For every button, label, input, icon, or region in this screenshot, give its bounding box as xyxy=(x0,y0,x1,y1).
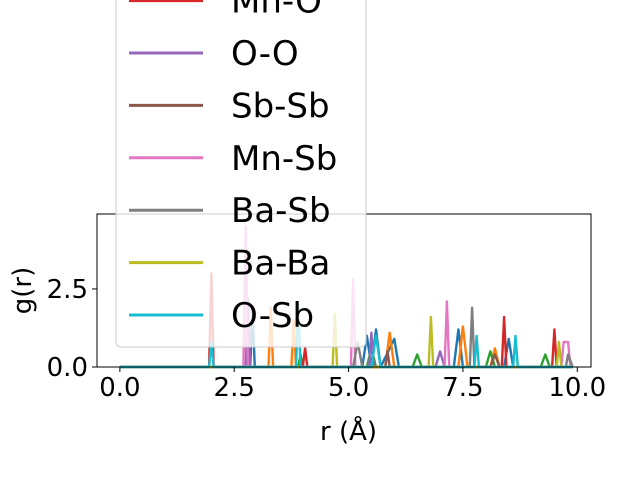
series-line-ba-sb xyxy=(119,306,574,369)
y-tick-label: 2.5 xyxy=(47,275,88,305)
legend-box xyxy=(115,0,367,348)
x-axis-label: r (Å) xyxy=(320,415,377,447)
x-tick-label: 5.0 xyxy=(328,373,369,403)
y-axis-label: g(r) xyxy=(8,267,38,314)
x-tick-label: 0.0 xyxy=(99,373,140,403)
series-line-mn-mn xyxy=(119,347,573,369)
legend-entry: Mn-Sb xyxy=(129,139,337,179)
legend-label: O-O xyxy=(231,34,299,74)
legend-label: O-Sb xyxy=(231,296,314,336)
x-axis-ticks: 0.0 2.5 5.0 7.5 10.0 xyxy=(99,367,606,403)
x-tick-label: 7.5 xyxy=(442,373,483,403)
legend-entry: Ba-Sb xyxy=(129,191,331,231)
x-tick-label: 2.5 xyxy=(214,373,255,403)
legend-entry: O-Sb xyxy=(129,296,314,336)
legend-entry: Mn-O xyxy=(129,0,322,22)
legend-label: Mn-Sb xyxy=(231,139,337,179)
legend-entry: Sb-Sb xyxy=(129,86,330,126)
legend-label: Ba-Ba xyxy=(231,244,330,284)
y-tick-label: 0.0 xyxy=(47,353,88,383)
legend-entry: Ba-Ba xyxy=(129,244,330,284)
legend-label: Sb-Sb xyxy=(231,86,330,126)
x-tick-label: 10.0 xyxy=(548,373,606,403)
legend-entry: O-O xyxy=(129,34,299,74)
legend-label: Mn-O xyxy=(231,0,322,22)
y-axis-ticks: 0.0 2.5 xyxy=(47,275,97,383)
legend-label: Ba-Sb xyxy=(231,191,331,231)
series-line-o-sb xyxy=(119,303,573,369)
legend: Ba-OBa-MnMn-MnMn-OO-OSb-SbMn-SbBa-SbBa-B… xyxy=(115,0,367,348)
